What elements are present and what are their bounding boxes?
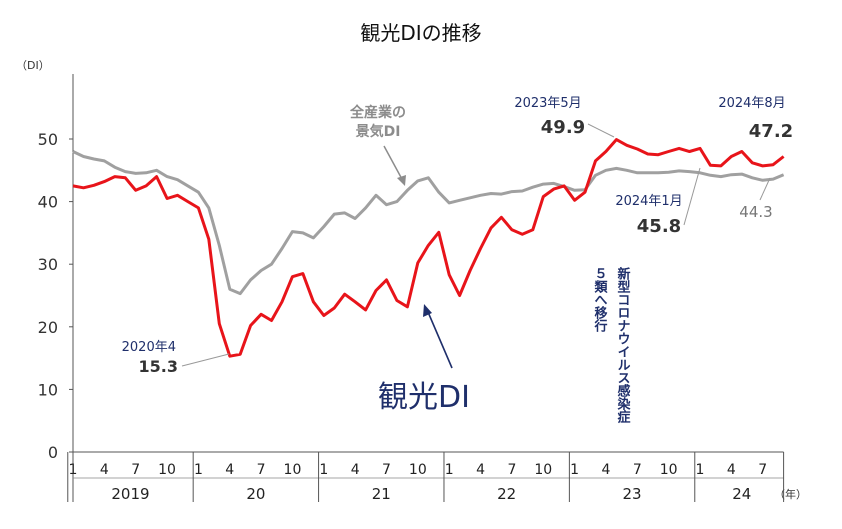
y-tick-label: 0: [48, 443, 58, 462]
zensangyo-arrowhead: [397, 175, 406, 186]
x-month-tick-label: 7: [131, 462, 140, 478]
covid-text-col2: ５類へ移行: [592, 267, 609, 333]
a2023-value: 49.9: [541, 117, 585, 138]
y-tick-label: 30: [38, 255, 58, 274]
x-month-tick-label: 4: [351, 462, 360, 478]
a2024jan-date: 2024年1月: [615, 194, 682, 209]
y-tick-label: 10: [38, 380, 58, 399]
x-month-tick-label: 10: [409, 462, 427, 478]
a2024jan-value: 45.8: [637, 216, 681, 237]
x-month-tick-label: 1: [445, 462, 454, 478]
x-month-tick-label: 1: [194, 462, 203, 478]
x-year-label: 22: [497, 485, 516, 503]
a2024aug-value: 47.2: [749, 121, 793, 142]
x-month-tick-label: 1: [570, 462, 579, 478]
kanko-arrowhead: [423, 304, 432, 317]
zensangyo-arrow: [383, 145, 404, 182]
x-month-tick-label: 1: [69, 462, 78, 478]
annotation-zensangyo: 全産業の 景気DI: [349, 104, 406, 186]
x-month-tick-label: 10: [158, 462, 176, 478]
kanko-di-label: 観光DI: [378, 380, 470, 415]
a2020-value: 15.3: [139, 357, 178, 376]
a2023-date: 2023年5月: [514, 96, 581, 111]
a2024jan-leader: [683, 167, 701, 226]
annotation-2024-aug: 2024年8月 47.2 44.3: [718, 96, 793, 221]
x-year-label: 21: [372, 485, 391, 503]
a2024aug-gray-value: 44.3: [739, 203, 772, 221]
y-tick-label: 50: [38, 130, 58, 149]
x-month-tick-label: 7: [382, 462, 391, 478]
a2020-date: 2020年4: [122, 340, 176, 355]
x-month-tick-label: 7: [758, 462, 767, 478]
x-year-label: 20: [246, 485, 265, 503]
x-month-tick-label: 7: [507, 462, 516, 478]
annotation-covid: 新型コロナウイルス感染症 ５類へ移行: [592, 266, 632, 424]
annotation-2020-apr: 2020年4 15.3: [122, 340, 230, 376]
a2024aug-gray-leader: [759, 177, 771, 201]
x-month-tick-label: 1: [319, 462, 328, 478]
x-month-tick-label: 7: [633, 462, 642, 478]
covid-text-col1: 新型コロナウイルス感染症: [615, 266, 632, 424]
x-month-tick-label: 10: [534, 462, 552, 478]
zensangyo-label-line1: 全産業の: [349, 104, 406, 121]
a2023-leader: [587, 123, 615, 138]
y-axis-label: （DI）: [16, 59, 50, 72]
annotation-kanko: 観光DI: [378, 304, 470, 415]
x-axis-label: （年）: [774, 487, 807, 501]
annotation-2023-may: 2023年5月 49.9: [514, 96, 615, 138]
annotation-2024-jan: 2024年1月 45.8: [615, 167, 701, 237]
series-line-kanko-di: [72, 138, 785, 358]
zensangyo-label-line2: 景気DI: [356, 123, 401, 140]
x-month-tick-label: 4: [225, 462, 234, 478]
chart-title: 観光DIの推移: [360, 21, 481, 45]
x-month-tick-label: 4: [601, 462, 610, 478]
a2024aug-date: 2024年8月: [718, 96, 785, 111]
a2020-leader: [181, 353, 230, 367]
x-month-tick-label: 10: [660, 462, 678, 478]
x-month-tick-label: 4: [476, 462, 485, 478]
x-month-tick-label: 4: [727, 462, 736, 478]
x-month-tick-label: 7: [257, 462, 266, 478]
kanko-arrow: [427, 311, 453, 369]
x-month-tick-label: 4: [100, 462, 109, 478]
x-year-label: 24: [732, 485, 751, 503]
y-tick-label: 40: [38, 193, 58, 212]
x-year-label: 23: [623, 485, 642, 503]
series-line-zensangyo-di: [72, 150, 785, 296]
y-tick-label: 20: [38, 318, 58, 337]
x-month-tick-label: 1: [696, 462, 705, 478]
x-month-tick-label: 10: [284, 462, 302, 478]
x-year-label: 2019: [111, 485, 149, 503]
